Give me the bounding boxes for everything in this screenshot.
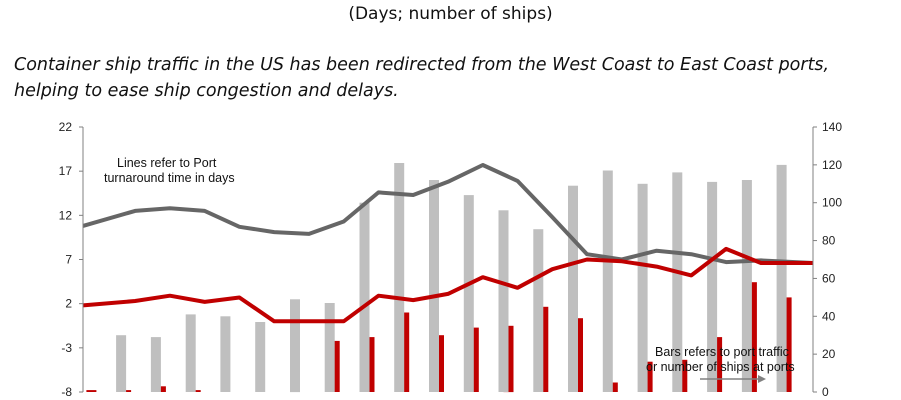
units-label: (Days; number of ships)	[348, 4, 553, 24]
west-coast-bar-1	[121, 390, 132, 392]
left-tick-label: 7	[65, 253, 72, 267]
east-coast-bar-15	[602, 170, 613, 392]
right-tick-label: 40	[822, 309, 836, 323]
east-coast-bar-19	[741, 180, 752, 392]
bars-layer	[86, 163, 792, 393]
right-tick-label: 20	[822, 347, 836, 361]
west-coast-bar-0	[86, 390, 97, 392]
left-tick-label: -3	[61, 341, 72, 355]
right-tick-label: 60	[822, 271, 836, 285]
bars-note-line-1: Bars refers to port traffic	[655, 345, 789, 359]
east-coast-bar-10	[429, 180, 439, 392]
east-coast-bar-8	[359, 202, 370, 392]
right-tick-label: 80	[822, 234, 836, 248]
lines-note-line-1: Lines refer to Port	[117, 156, 217, 170]
east-coast-bar-7	[324, 303, 335, 392]
lines-layer	[82, 163, 814, 324]
east-coast-bar-1	[116, 335, 127, 392]
tick-labels: 22 17 12 7 2 -3 -8 140 120 100 80 60 40 20 0	[59, 120, 843, 399]
east-coast-bar-2	[150, 337, 161, 392]
bars-note-line-2: or number of ships at ports	[646, 360, 795, 374]
left-tick-label: 12	[59, 208, 73, 222]
left-tick-label: 17	[59, 164, 73, 178]
west-coast-turnaround-line	[82, 163, 814, 265]
east-coast-bar-12	[498, 210, 509, 392]
left-tick-label: 22	[59, 120, 73, 134]
east-coast-bar-20	[776, 164, 787, 392]
east-coast-bar-13	[533, 229, 544, 392]
east-coast-bar-17	[672, 172, 683, 392]
bars-note-arrow	[700, 375, 766, 383]
right-tick-label: 0	[822, 385, 829, 399]
chart-headline: Container ship traffic in the US has bee…	[14, 55, 830, 101]
east-coast-turnaround-line	[82, 246, 813, 324]
east-coast-bar-6	[290, 299, 300, 393]
right-tick-label: 120	[822, 158, 842, 172]
east-coast-bar-14	[568, 185, 578, 392]
left-tick-label: -8	[61, 385, 72, 399]
east-coast-bar-5	[255, 322, 266, 392]
left-tick-label: 2	[65, 297, 72, 311]
east-coast-bar-18	[707, 181, 718, 392]
east-coast-bar-11	[463, 195, 474, 392]
east-coast-bar-3	[185, 314, 196, 392]
right-tick-label: 140	[822, 120, 842, 134]
lines-note-line-2: turnaround time in days	[104, 171, 235, 185]
right-tick-label: 100	[822, 196, 842, 210]
east-coast-bar-16	[637, 183, 648, 392]
east-coast-bar-4	[220, 316, 231, 392]
axes-layer	[79, 126, 817, 393]
east-coast-bar-9	[394, 163, 405, 392]
